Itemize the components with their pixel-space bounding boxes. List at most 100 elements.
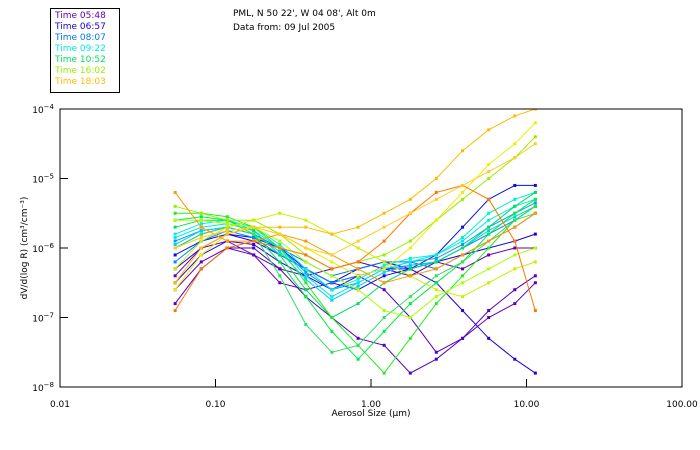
data-point [330, 329, 334, 333]
data-point [382, 239, 386, 243]
data-point [199, 211, 203, 215]
data-point [533, 201, 537, 205]
data-point [278, 253, 282, 257]
y-tick-label: 10−4 [32, 103, 54, 116]
data-point [356, 357, 360, 361]
data-point [173, 302, 177, 306]
data-point [487, 211, 491, 215]
data-point [533, 204, 537, 208]
data-point [487, 218, 491, 222]
data-point [408, 256, 412, 260]
data-point [461, 246, 465, 250]
data-point [199, 229, 203, 233]
data-point [513, 288, 517, 292]
data-point [252, 246, 256, 250]
data-point [304, 277, 308, 281]
series-18:03c [173, 183, 537, 313]
data-point [173, 190, 177, 194]
data-point [356, 302, 360, 306]
data-point [173, 260, 177, 264]
data-point [434, 197, 438, 201]
data-point [408, 246, 412, 250]
data-point [461, 274, 465, 278]
data-point [356, 343, 360, 347]
data-point [382, 316, 386, 319]
data-point [278, 281, 282, 285]
data-point [513, 246, 517, 250]
data-point [304, 239, 308, 243]
data-point [513, 357, 517, 361]
data-point [199, 232, 203, 236]
data-point [434, 256, 438, 260]
x-tick-label: 1.00 [361, 400, 381, 410]
data-point [408, 295, 412, 299]
series-05:48 [173, 239, 537, 278]
data-point [461, 243, 465, 247]
data-point [533, 309, 537, 313]
data-point [513, 302, 517, 306]
data-point [461, 236, 465, 240]
data-point [382, 329, 386, 333]
y-tick-label: 10−8 [32, 381, 54, 394]
data-point [304, 295, 308, 299]
x-axis-label: Aerosol Size (µm) [332, 409, 411, 419]
data-point [533, 371, 537, 375]
data-point [278, 211, 282, 215]
data-point [173, 309, 177, 313]
data-point [173, 218, 177, 222]
data-point [199, 236, 203, 240]
data-point [225, 225, 229, 229]
data-point [356, 281, 360, 285]
data-point [513, 267, 517, 271]
date-title: Data from: 09 Jul 2005 [233, 23, 336, 33]
data-point [382, 225, 386, 229]
data-point [199, 267, 203, 271]
data-point [408, 302, 412, 306]
data-point [533, 281, 537, 285]
data-point [330, 298, 334, 302]
data-point [356, 277, 360, 281]
data-point [533, 246, 537, 250]
data-point [487, 246, 491, 250]
data-point [533, 211, 537, 215]
legend-item: Time 06:57 [55, 22, 106, 32]
data-point [356, 267, 360, 271]
data-point [173, 243, 177, 247]
data-point [278, 239, 282, 243]
data-point [304, 322, 308, 326]
data-point [461, 260, 465, 264]
x-tick-label: 0.10 [205, 400, 225, 410]
data-point [382, 288, 386, 292]
data-point [252, 218, 256, 222]
data-point [434, 260, 438, 264]
data-point [487, 253, 491, 257]
data-point [278, 267, 282, 271]
data-point [356, 288, 360, 292]
data-point [173, 225, 177, 229]
series-line [174, 240, 536, 374]
data-point [199, 222, 203, 226]
data-point [533, 183, 537, 187]
data-point [513, 142, 517, 146]
data-point [487, 267, 491, 271]
data-point [487, 163, 491, 167]
data-point [330, 350, 334, 354]
data-point [356, 246, 360, 250]
series-line [174, 191, 536, 319]
data-point [199, 260, 203, 264]
legend-item: Time 18:03 [55, 77, 106, 87]
series-line [174, 136, 536, 270]
data-point [434, 350, 438, 354]
data-point [461, 183, 465, 187]
data-point [278, 225, 282, 229]
data-point [533, 260, 537, 264]
data-point [408, 336, 412, 340]
data-point [382, 281, 386, 285]
legend-item: Time 16:02 [55, 66, 106, 76]
data-point [252, 225, 256, 229]
data-point [461, 281, 465, 285]
data-point [382, 343, 386, 347]
series-line [174, 122, 536, 291]
legend-item: Time 08:07 [55, 33, 106, 43]
data-point [252, 243, 256, 247]
